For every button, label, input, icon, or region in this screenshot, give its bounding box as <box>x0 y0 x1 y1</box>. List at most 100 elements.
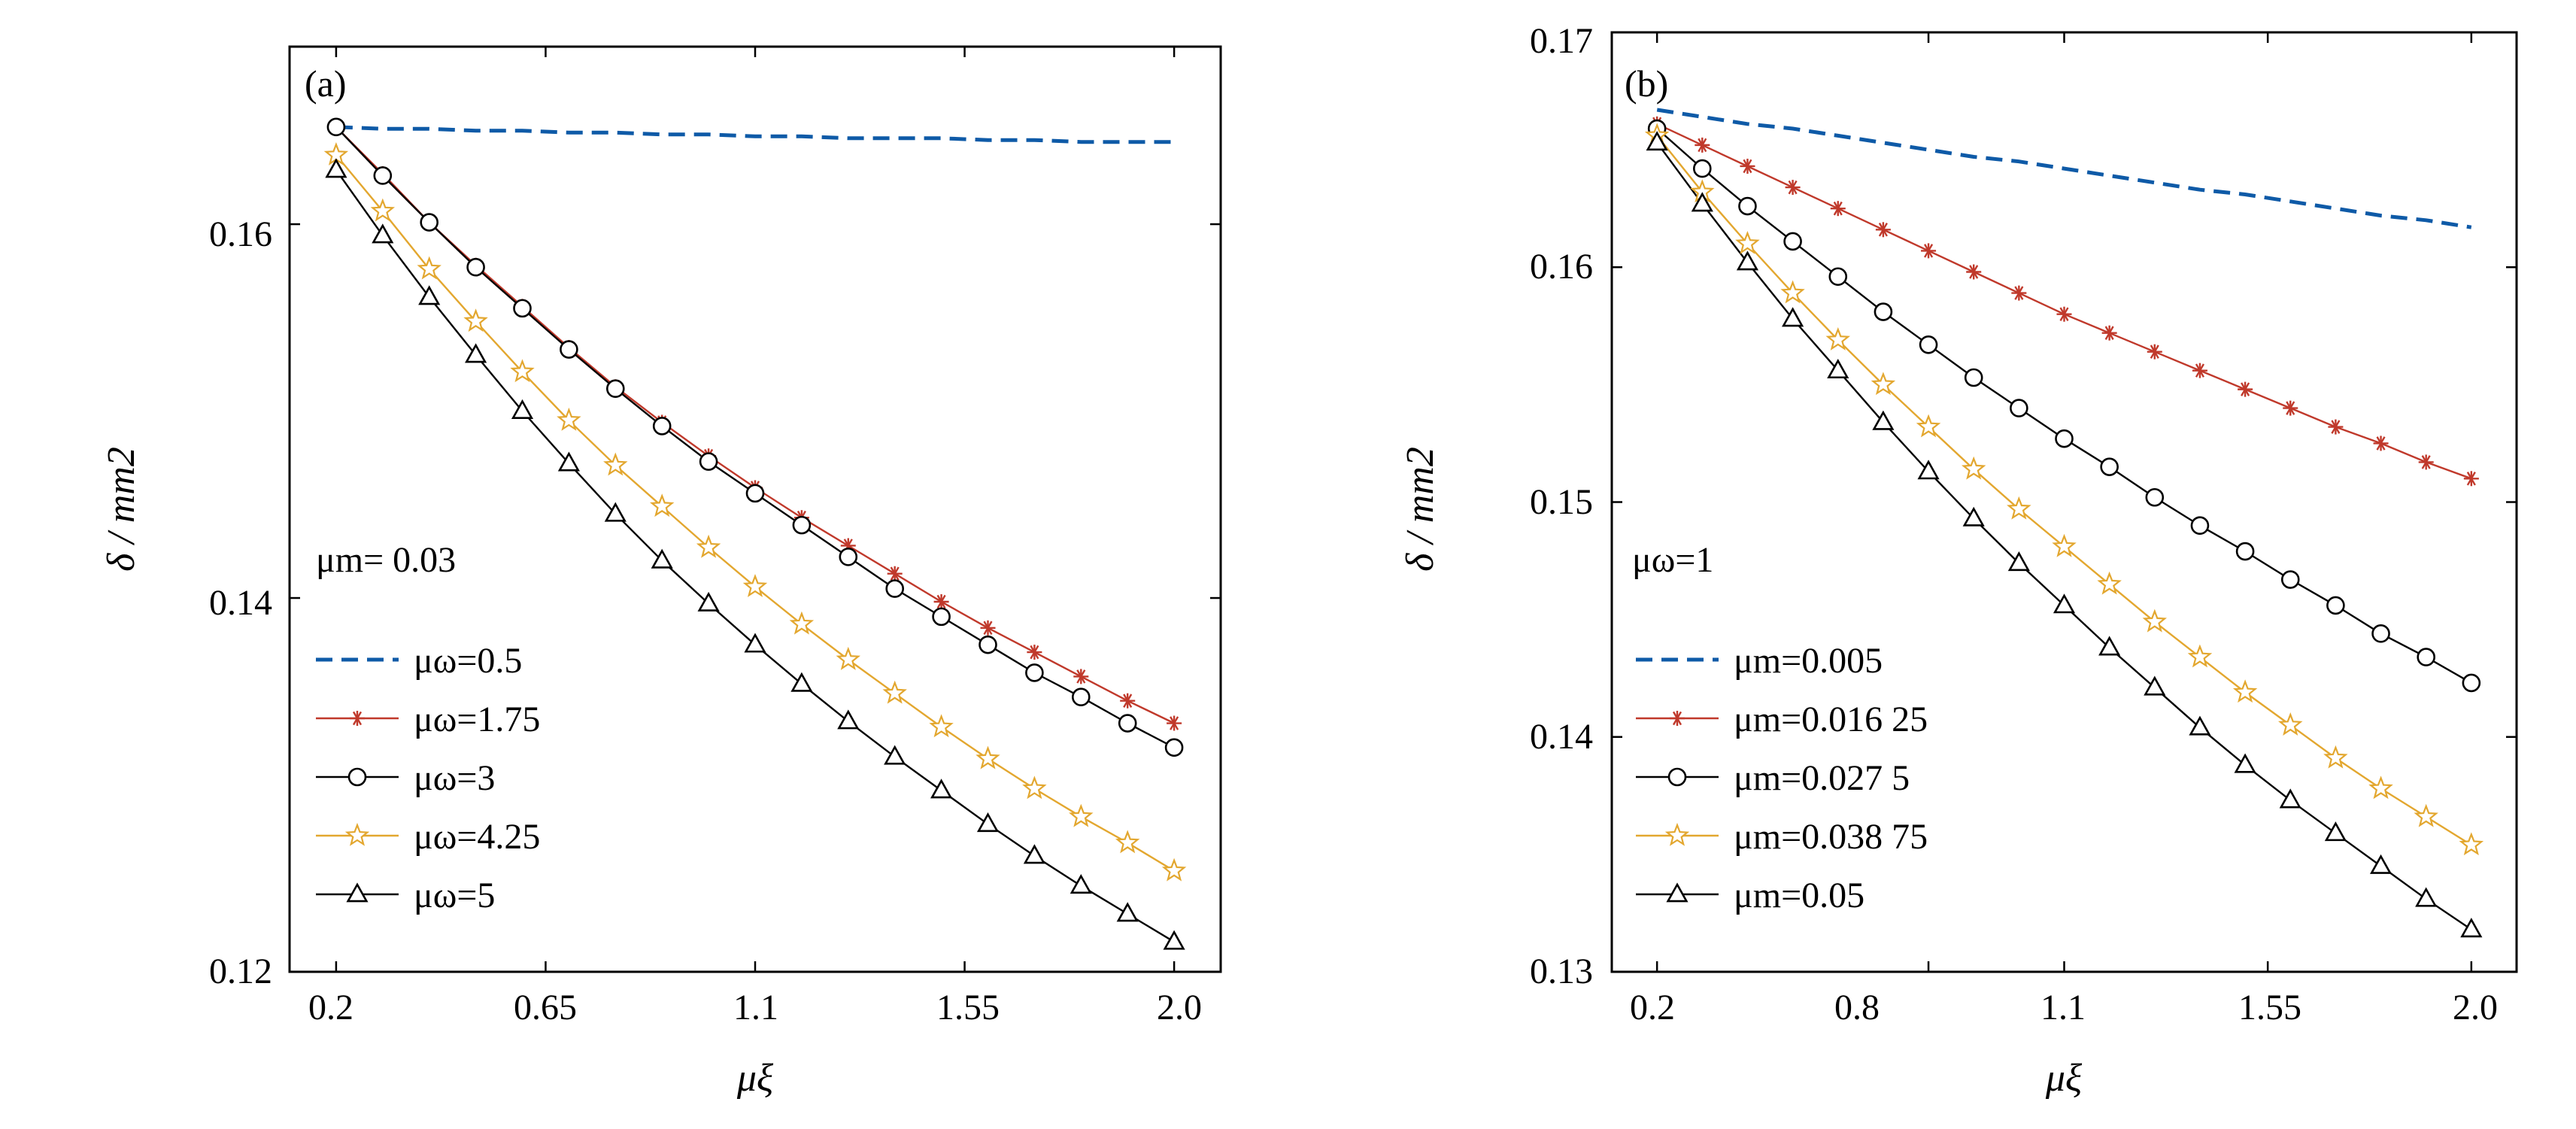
data-point-triangle <box>1691 192 1713 212</box>
data-point-star <box>2277 712 2303 736</box>
data-point-triangle <box>930 778 953 799</box>
data-point-circle <box>347 767 367 787</box>
data-point-star <box>1664 822 1690 846</box>
data-point-circle <box>2326 596 2345 615</box>
series-line <box>335 125 1175 144</box>
legend-entry: μm=0.038 75 <box>1734 817 1928 857</box>
data-point-star <box>1780 280 1805 304</box>
panel-label: (a) <box>305 62 347 105</box>
data-point-asterisk <box>1875 222 1891 238</box>
data-point-triangle <box>1962 506 1985 527</box>
data-point-triangle <box>1163 930 1185 950</box>
data-point-circle <box>1964 368 1983 387</box>
legend-b: μm=0.005 μm=0.016 25 μm=0.027 5 μm=0.038… <box>1636 641 1928 915</box>
y-axis-label: δ / mm2 <box>100 447 143 572</box>
data-point-star <box>882 680 907 704</box>
data-point-asterisk <box>980 620 996 636</box>
data-point-star <box>836 646 861 670</box>
data-point-circle <box>1874 302 1893 321</box>
data-point-triangle <box>1872 410 1895 430</box>
data-point-triangle <box>1827 358 1849 379</box>
data-point-circle <box>885 579 904 598</box>
data-point-asterisk <box>1695 137 1710 153</box>
data-point-star <box>2097 571 2122 595</box>
data-point-triangle <box>976 812 1000 833</box>
data-point-triangle <box>1917 460 1940 480</box>
data-point-asterisk <box>2418 454 2434 470</box>
data-point-circle <box>2417 648 2435 666</box>
data-point-asterisk <box>2056 306 2072 322</box>
y-tick-label: 0.16 <box>209 214 272 254</box>
data-point-star <box>463 308 488 332</box>
y-tick-label: 0.14 <box>209 583 272 623</box>
y-tick-label: 0.16 <box>1530 247 1593 287</box>
data-point-star <box>2414 803 2438 827</box>
data-point-star <box>696 534 721 558</box>
data-point-triangle <box>1782 307 1804 327</box>
y-tick-label: 0.12 <box>209 951 272 991</box>
y-tick-label: 0.14 <box>1530 717 1593 757</box>
data-point-star <box>2007 496 2031 520</box>
data-point-triangle <box>2098 636 2121 656</box>
legend-entry: μω=4.25 <box>414 817 540 857</box>
data-point-circle <box>420 213 439 232</box>
data-point-star <box>1735 230 1760 254</box>
data-point-triangle <box>372 223 394 244</box>
legend-entry: μω=3 <box>414 758 495 798</box>
data-point-asterisk <box>1120 693 1136 709</box>
data-point-triangle <box>1070 874 1092 894</box>
y-tick-label: 0.15 <box>1530 482 1593 522</box>
data-point-star <box>2368 775 2393 800</box>
data-point-circle <box>1667 767 1687 787</box>
data-point-circle <box>1072 687 1091 707</box>
data-point-asterisk <box>1027 645 1042 660</box>
legend-entry: μω=1.75 <box>414 700 540 739</box>
data-point-star <box>1961 456 1986 480</box>
data-point-triangle <box>1736 250 1759 271</box>
data-point-circle <box>2100 457 2119 476</box>
data-point-triangle <box>465 343 487 363</box>
data-point-circle <box>1738 196 1757 216</box>
legend-entry: μω=0.5 <box>414 641 522 681</box>
data-point-star <box>1825 326 1851 351</box>
legend-key <box>316 711 399 726</box>
ticks-b <box>1612 31 2517 973</box>
data-point-triangle <box>2415 887 2438 907</box>
data-point-triangle <box>346 882 369 903</box>
data-point-star <box>370 198 396 222</box>
data-point-triangle <box>2189 715 2211 736</box>
data-point-asterisk <box>1167 715 1182 731</box>
panel-label: (b) <box>1625 62 1668 105</box>
data-point-star <box>344 822 370 846</box>
data-point-circle <box>2462 673 2481 693</box>
data-point-triangle <box>1666 882 1689 903</box>
data-point-star <box>742 574 768 597</box>
legend-key <box>316 822 399 846</box>
data-point-circle <box>652 417 672 436</box>
panel-b: 0.2 0.8 1.1 1.55 2.0 0.13 0.14 0.15 0.16… <box>1399 21 2518 1100</box>
markers-layer-a <box>323 117 1187 950</box>
data-point-asterisk <box>2283 400 2298 416</box>
data-point-triangle <box>1023 844 1045 864</box>
y-axis-label: δ / mm2 <box>1399 447 1442 572</box>
data-point-circle <box>979 635 997 654</box>
data-point-triangle <box>557 451 580 472</box>
data-point-asterisk <box>2011 285 2027 301</box>
data-point-triangle <box>744 633 766 653</box>
data-point-asterisk <box>1966 264 1982 280</box>
x-tick-label: 1.1 <box>2040 988 2086 1027</box>
data-point-asterisk <box>887 566 903 581</box>
y-tick-label: 0.17 <box>1530 21 1593 61</box>
data-point-circle <box>326 117 346 137</box>
data-point-star <box>1115 830 1140 854</box>
data-point-circle <box>605 379 625 399</box>
data-point-circle <box>745 484 765 503</box>
data-point-star <box>2232 679 2258 703</box>
data-point-triangle <box>511 399 534 419</box>
data-point-circle <box>513 299 532 318</box>
data-point-asterisk <box>350 711 365 726</box>
data-point-star <box>2459 832 2484 856</box>
data-point-star <box>2187 644 2213 668</box>
x-tick-label: 1.55 <box>2238 988 2301 1027</box>
legend-key <box>1636 767 1719 787</box>
